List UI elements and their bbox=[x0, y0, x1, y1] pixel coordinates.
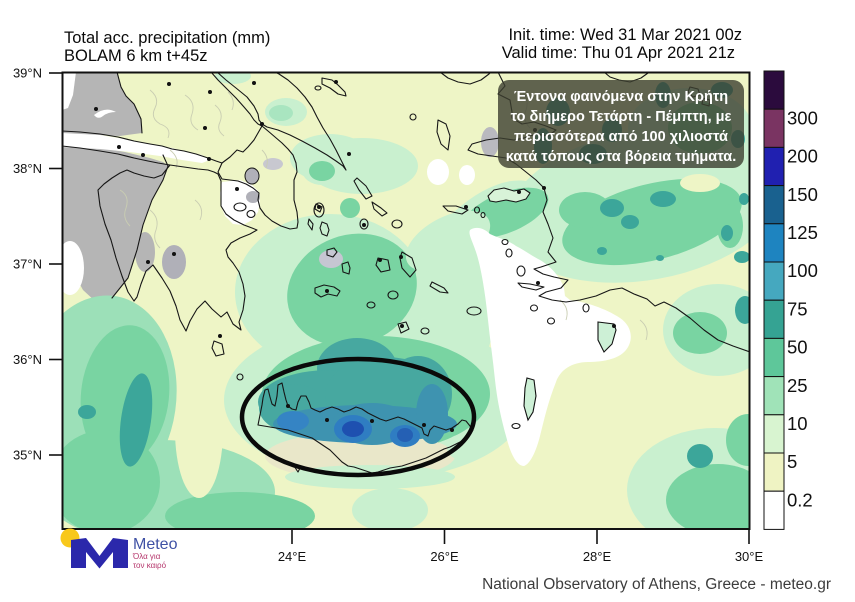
svg-text:Valid time: Thu 01 Apr 2021 21: Valid time: Thu 01 Apr 2021 21z bbox=[502, 44, 735, 62]
svg-text:National Observatory of Athens: National Observatory of Athens, Greece -… bbox=[482, 576, 831, 593]
svg-text:50: 50 bbox=[787, 337, 808, 358]
svg-text:26°E: 26°E bbox=[430, 549, 459, 564]
svg-text:το διήμερο Τετάρτη - Πέμπτη, μ: το διήμερο Τετάρτη - Πέμπτη, με bbox=[511, 109, 732, 125]
svg-text:38°N: 38°N bbox=[13, 161, 42, 176]
svg-text:περισσότερα από 100 χιλιοστά: περισσότερα από 100 χιλιοστά bbox=[514, 129, 728, 145]
svg-text:Init. time: Wed 31 Mar 2021 00: Init. time: Wed 31 Mar 2021 00z bbox=[508, 26, 742, 44]
svg-text:125: 125 bbox=[787, 222, 818, 243]
svg-text:300: 300 bbox=[787, 107, 818, 128]
svg-text:Όλα για: Όλα για bbox=[132, 552, 161, 561]
svg-text:35°N: 35°N bbox=[13, 448, 42, 463]
svg-text:κατά τόπους στα βόρεια τμήματα: κατά τόπους στα βόρεια τμήματα. bbox=[506, 149, 736, 165]
svg-text:200: 200 bbox=[787, 146, 818, 167]
svg-text:0.2: 0.2 bbox=[787, 489, 813, 510]
svg-text:30°E: 30°E bbox=[735, 549, 764, 564]
svg-text:28°E: 28°E bbox=[583, 549, 612, 564]
svg-text:37°N: 37°N bbox=[13, 257, 42, 272]
svg-text:5: 5 bbox=[787, 451, 797, 472]
svg-text:Έντονα φαινόμενα στην Κρήτη: Έντονα φαινόμενα στην Κρήτη bbox=[514, 89, 728, 105]
svg-text:75: 75 bbox=[787, 298, 808, 319]
svg-text:Meteo: Meteo bbox=[133, 536, 178, 553]
svg-text:24°E: 24°E bbox=[278, 549, 307, 564]
svg-text:25: 25 bbox=[787, 375, 808, 396]
svg-text:100: 100 bbox=[787, 260, 818, 281]
svg-text:Total acc. precipitation (mm): Total acc. precipitation (mm) bbox=[64, 29, 270, 47]
svg-text:39°N: 39°N bbox=[13, 66, 42, 81]
svg-text:BOLAM 6 km t+45z: BOLAM 6 km t+45z bbox=[64, 47, 208, 65]
svg-text:τον καιρό: τον καιρό bbox=[133, 561, 167, 570]
svg-text:10: 10 bbox=[787, 413, 808, 434]
svg-text:150: 150 bbox=[787, 184, 818, 205]
svg-text:36°N: 36°N bbox=[13, 352, 42, 367]
